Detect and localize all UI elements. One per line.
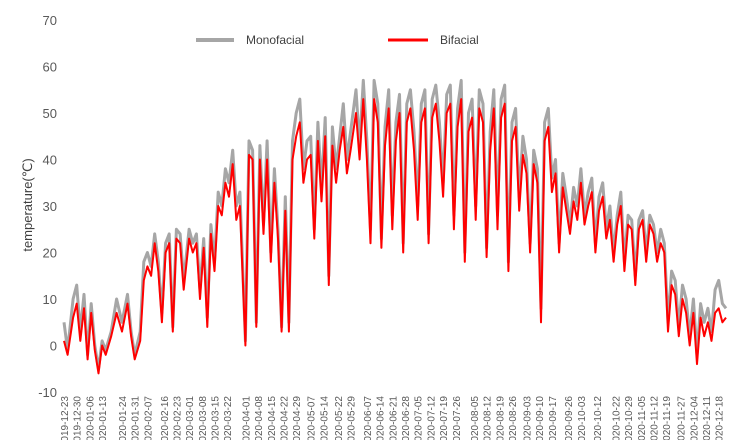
x-tick-label: 2020-03-15 <box>211 396 222 440</box>
legend-label-bifacial: Bifacial <box>440 33 479 47</box>
y-tick-label: 20 <box>43 246 57 261</box>
x-tick-label: 2020-01-06 <box>85 396 96 440</box>
legend-label-monofacial: Monofacial <box>246 33 304 47</box>
x-tick-label: 2020-12-18 <box>715 396 726 440</box>
legend: Monofacial Bifacial <box>196 33 479 47</box>
y-tick-label: 40 <box>43 153 57 168</box>
x-tick-label: 2020-10-22 <box>611 396 622 440</box>
x-tick-label: 2020-02-07 <box>143 396 154 440</box>
x-tick-label: 2020-11-27 <box>677 396 688 440</box>
y-tick-label: 60 <box>43 60 57 75</box>
x-tick-label: 2020-09-17 <box>548 396 559 440</box>
x-tick-label: 2020-08-26 <box>508 396 519 440</box>
x-tick-label: 2020-05-07 <box>307 396 318 440</box>
x-tick-label: 2020-04-22 <box>280 396 291 440</box>
x-tick-label: 2020-02-16 <box>160 396 171 440</box>
x-tick-label: 2020-06-14 <box>376 396 387 440</box>
x-tick-label: 2020-12-11 <box>702 396 713 440</box>
series-line-monofacial <box>62 78 728 371</box>
x-tick-label: 2020-07-05 <box>414 396 425 440</box>
x-tick-label: 2020-06-21 <box>388 396 399 440</box>
x-tick-label: 2020-01-24 <box>118 396 129 440</box>
y-tick-label: 30 <box>43 199 57 214</box>
x-tick-label: 2020-06-07 <box>363 396 374 440</box>
x-tick-label: 2020-05-14 <box>319 396 330 440</box>
x-tick-label: 2020-09-03 <box>523 396 534 440</box>
x-tick-label: 2020-10-12 <box>593 396 604 440</box>
y-axis-ticks: -10 0 10 20 30 40 50 60 70 <box>38 13 57 400</box>
x-tick-label: 2020-04-15 <box>267 396 278 440</box>
y-tick-label: 70 <box>43 13 57 28</box>
x-tick-label: 2020-05-29 <box>347 396 358 440</box>
x-tick-label: 2020-11-05 <box>637 396 648 440</box>
x-tick-label: 2020-09-26 <box>564 396 575 440</box>
x-tick-label: 2020-04-01 <box>241 396 252 440</box>
x-tick-label: 2020-12-04 <box>689 396 700 440</box>
plot-area <box>62 78 728 375</box>
y-tick-label: 10 <box>43 292 57 307</box>
x-tick-label: 2020-07-26 <box>452 396 463 440</box>
x-tick-label: 2020-03-08 <box>198 396 209 440</box>
x-tick-label: 2020-02-23 <box>172 396 183 440</box>
x-tick-label: 2020-06-28 <box>401 396 412 440</box>
x-tick-label: 2020-10-03 <box>577 396 588 440</box>
x-tick-label: 2020-10-29 <box>624 396 635 440</box>
x-tick-label: 2020-09-10 <box>535 396 546 440</box>
x-tick-label: 2020-08-12 <box>483 396 494 440</box>
x-axis-ticks: 2019-12-23 2019-12-30 2020-01-06 2020-01-13… <box>60 396 726 440</box>
x-tick-label: 2020-01-31 <box>131 396 142 440</box>
x-tick-label: 2019-12-30 <box>73 396 84 440</box>
x-tick-label: 2020-07-12 <box>426 396 437 440</box>
x-tick-label: 2020-04-08 <box>254 396 265 440</box>
y-tick-label: 50 <box>43 106 57 121</box>
x-tick-label: 2020-11-12 <box>650 396 661 440</box>
x-tick-label: 2020-08-05 <box>470 396 481 440</box>
x-tick-label: 2020-03-22 <box>223 396 234 440</box>
x-tick-label: 2020-04-29 <box>292 396 303 440</box>
x-tick-label: 2020-11-19 <box>662 396 673 440</box>
x-tick-label: 2020-08-19 <box>495 396 506 440</box>
x-tick-label: 2020-05-22 <box>334 396 345 440</box>
x-tick-label: 2019-12-23 <box>60 396 71 440</box>
x-tick-label: 2020-01-13 <box>98 396 109 440</box>
y-tick-label: -10 <box>38 385 57 400</box>
series-line-bifacial <box>63 98 727 375</box>
x-tick-label: 2020-03-01 <box>185 396 196 440</box>
y-axis-label: temperature(℃) <box>20 158 35 251</box>
y-tick-label: 0 <box>50 339 57 354</box>
x-tick-label: 2020-07-19 <box>439 396 450 440</box>
